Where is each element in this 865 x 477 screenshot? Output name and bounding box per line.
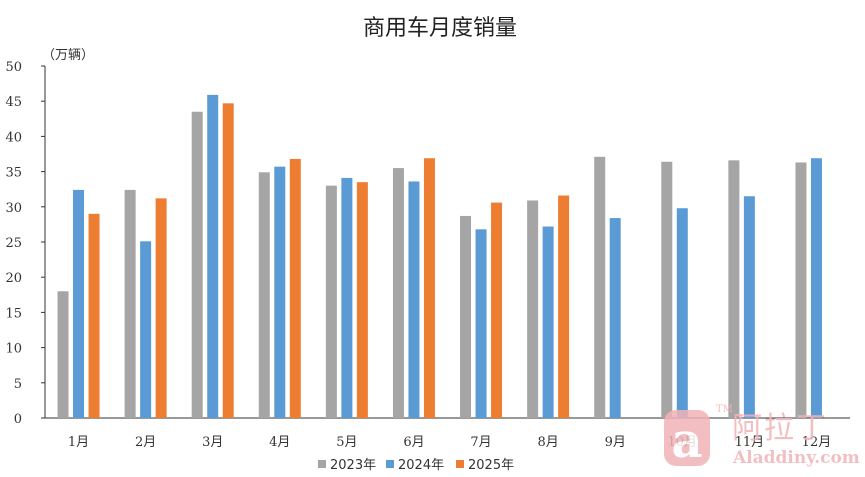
bar-2023年-4月 <box>258 172 270 418</box>
bar-2024年-7月 <box>475 229 487 418</box>
bar-2025年-6月 <box>423 158 435 418</box>
bar-2023年-10月 <box>661 161 673 418</box>
watermark-logo-icon <box>664 410 710 466</box>
y-tick-label: 40 <box>5 130 22 145</box>
bar-2024年-8月 <box>542 226 554 418</box>
bar-2023年-1月 <box>57 291 69 418</box>
x-tick-label: 3月 <box>202 435 223 450</box>
bar-2025年-7月 <box>491 202 503 418</box>
bar-2023年-8月 <box>527 200 539 418</box>
y-tick-label: 0 <box>14 412 22 427</box>
legend-swatch-2024年 <box>386 460 394 468</box>
bar-2024年-9月 <box>609 218 621 418</box>
legend-entry-2025年: 2025年 <box>468 458 514 473</box>
x-tick-label: 12月 <box>802 435 832 450</box>
bar-2025年-4月 <box>289 158 301 419</box>
watermark-brand: 阿拉丁 <box>732 411 828 446</box>
bar-2024年-3月 <box>207 94 219 418</box>
x-tick-label: 7月 <box>470 435 491 450</box>
bar-2023年-6月 <box>392 168 404 418</box>
bar-2025年-5月 <box>356 182 368 418</box>
bar-2024年-5月 <box>341 177 353 418</box>
bar-2023年-9月 <box>594 156 606 419</box>
y-tick-label: 50 <box>5 60 22 75</box>
legend-swatch-2023年 <box>318 460 326 468</box>
bar-2025年-3月 <box>222 103 234 418</box>
bar-2024年-11月 <box>743 196 755 418</box>
bar-2024年-10月 <box>676 208 688 418</box>
bar-2023年-12月 <box>795 162 807 418</box>
bar-2023年-11月 <box>728 160 740 418</box>
x-tick-label: 9月 <box>605 435 626 450</box>
x-tick-label: 5月 <box>336 435 357 450</box>
bar-2025年-2月 <box>155 198 167 418</box>
y-tick-label: 5 <box>14 377 22 392</box>
bar-2024年-2月 <box>140 241 152 418</box>
x-tick-label: 2月 <box>135 435 156 450</box>
y-axis-unit-label: （万辆） <box>42 48 94 63</box>
y-tick-label: 10 <box>5 342 22 357</box>
watermark-url: Aladdiny.com <box>732 448 860 468</box>
bar-2025年-8月 <box>558 195 570 418</box>
y-tick-label: 45 <box>5 95 22 110</box>
legend-entry-2024年: 2024年 <box>398 458 444 473</box>
bar-2024年-1月 <box>73 189 85 418</box>
chart-title: 商用车月度销量 <box>363 16 517 41</box>
bar-2023年-2月 <box>124 189 136 418</box>
bar-2023年-7月 <box>460 215 472 418</box>
y-tick-label: 20 <box>5 271 22 286</box>
bar-2024年-4月 <box>274 166 286 418</box>
legend: 2023年 2024年 2025年 <box>318 458 514 473</box>
bar-2023年-5月 <box>325 185 337 418</box>
bar-2023年-3月 <box>191 111 203 418</box>
y-tick-label: 30 <box>5 201 22 216</box>
legend-entry-2023年: 2023年 <box>330 458 376 473</box>
x-tick-label: 1月 <box>68 435 89 450</box>
bar-2025年-1月 <box>88 213 100 418</box>
y-tick-label: 35 <box>5 166 22 181</box>
y-tick-label: 15 <box>5 306 22 321</box>
x-tick-label: 6月 <box>403 435 424 450</box>
x-tick-label: 4月 <box>269 435 290 450</box>
bar-2024年-6月 <box>408 181 420 418</box>
legend-swatch-2025年 <box>456 460 464 468</box>
watermark-logo-glyph: a <box>671 413 702 469</box>
y-tick-label: 25 <box>5 236 22 251</box>
watermark-tm: TM <box>716 404 733 415</box>
x-tick-label: 11月 <box>735 435 765 450</box>
watermark: a TM 阿拉丁 Aladdiny.com <box>664 404 860 469</box>
bar-2024年-12月 <box>810 158 822 418</box>
x-tick-label: 8月 <box>537 435 558 450</box>
plot-area: 051015202530354045501月2月3月4月5月6月7月8月9月10… <box>5 60 850 450</box>
